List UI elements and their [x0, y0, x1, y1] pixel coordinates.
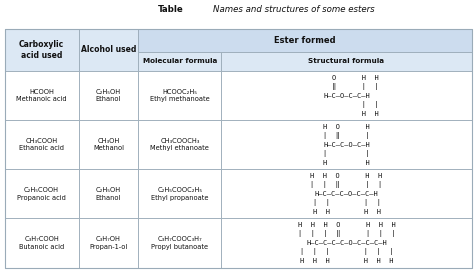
- Bar: [79, 29, 138, 71]
- Text: HCOOH
Methanoic acid: HCOOH Methanoic acid: [16, 89, 67, 102]
- Bar: [5, 218, 79, 268]
- Bar: [138, 71, 221, 120]
- Text: H  H  O      H  H: H H O H H: [310, 173, 383, 179]
- Text: Structural formula: Structural formula: [309, 58, 384, 64]
- Text: H–C–C–C–O–C–C–H: H–C–C–C–O–C–C–H: [315, 191, 378, 197]
- Text: |  |  ‖      |  |: | | ‖ | |: [310, 181, 383, 188]
- Bar: [221, 120, 472, 169]
- Text: Names and structures of some esters: Names and structures of some esters: [213, 5, 374, 14]
- Text: Molecular formula: Molecular formula: [143, 58, 217, 64]
- Bar: [5, 29, 472, 268]
- Bar: [5, 29, 79, 71]
- Bar: [138, 120, 221, 169]
- Bar: [79, 169, 138, 218]
- Text: Table: Table: [158, 5, 183, 14]
- Text: H  H: H H: [315, 111, 378, 117]
- Text: |  |  |  ‖      |  |  |: | | | ‖ | | |: [298, 230, 395, 238]
- Text: H  H        H  H: H H H H: [312, 209, 381, 215]
- Text: |         |: | |: [323, 150, 370, 157]
- Bar: [138, 218, 221, 268]
- Bar: [221, 52, 472, 71]
- Text: |  ‖      |: | ‖ |: [323, 132, 370, 139]
- Text: C₂H₅OH
Ethanol: C₂H₅OH Ethanol: [96, 187, 121, 201]
- Text: ‖      |  |: ‖ | |: [315, 83, 378, 90]
- Bar: [138, 52, 221, 71]
- Text: Alcohol used: Alcohol used: [81, 45, 136, 54]
- Bar: [79, 71, 138, 120]
- Text: C₃H₇COOH
Butanoic acid: C₃H₇COOH Butanoic acid: [19, 236, 64, 250]
- Text: H  H  H  O      H  H  H: H H H O H H H: [298, 222, 395, 228]
- Text: CH₃COOCH₃
Methyl ethanoate: CH₃COOCH₃ Methyl ethanoate: [150, 138, 209, 152]
- Text: HCOOC₂H₅
Ethyl methanoate: HCOOC₂H₅ Ethyl methanoate: [150, 89, 210, 102]
- Bar: [221, 218, 472, 268]
- Text: H–C–C–C–C–O–C–C–C–H: H–C–C–C–C–O–C–C–C–H: [306, 240, 387, 246]
- Text: C₂H₅OH
Ethanol: C₂H₅OH Ethanol: [96, 89, 121, 102]
- Text: H  H  H        H  H  H: H H H H H H: [300, 258, 393, 264]
- Bar: [5, 71, 79, 120]
- Text: H         H: H H: [323, 160, 370, 166]
- Text: CH₃OH
Methanol: CH₃OH Methanol: [93, 138, 124, 152]
- Bar: [221, 71, 472, 120]
- Bar: [5, 120, 79, 169]
- Text: O      H  H: O H H: [315, 75, 378, 81]
- Text: C₂H₅COOC₂H₅
Ethyl propanoate: C₂H₅COOC₂H₅ Ethyl propanoate: [151, 187, 209, 201]
- Text: H  O      H: H O H: [323, 124, 370, 130]
- Bar: [138, 169, 221, 218]
- Text: H–C–C–O–C–H: H–C–C–O–C–H: [323, 142, 370, 148]
- Bar: [138, 29, 472, 52]
- Bar: [5, 169, 79, 218]
- Bar: [221, 169, 472, 218]
- Text: C₃H₇OH
Propan-1-ol: C₃H₇OH Propan-1-ol: [89, 236, 128, 250]
- Text: |  |  |        |  |  |: | | | | | |: [300, 248, 393, 256]
- Text: H–C–O–C–C–H: H–C–O–C–C–H: [323, 93, 370, 99]
- Text: Carboxylic
acid used: Carboxylic acid used: [19, 40, 64, 60]
- Text: |  |        |  |: | | | |: [312, 199, 381, 206]
- Text: |  |: | |: [315, 101, 378, 108]
- Bar: [79, 120, 138, 169]
- Text: Ester formed: Ester formed: [274, 36, 336, 45]
- Text: C₂H₅COOH
Propanoic acid: C₂H₅COOH Propanoic acid: [17, 187, 66, 201]
- Bar: [79, 218, 138, 268]
- Text: CH₃COOH
Ethanoic acid: CH₃COOH Ethanoic acid: [19, 138, 64, 152]
- Text: C₃H₇COOC₃H₇
Propyl butanoate: C₃H₇COOC₃H₇ Propyl butanoate: [151, 236, 209, 250]
